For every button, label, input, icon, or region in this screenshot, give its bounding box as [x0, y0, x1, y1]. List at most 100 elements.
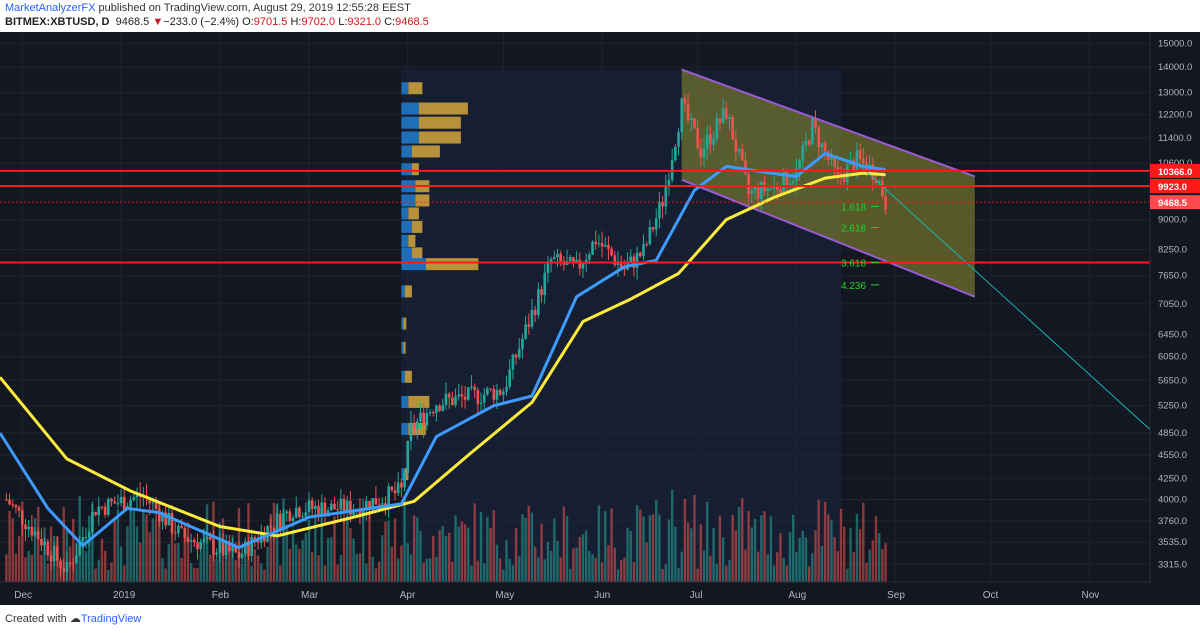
volume-bar [766, 554, 769, 582]
volume-bar [72, 518, 75, 582]
candle-body [320, 502, 324, 517]
volume-bar [103, 550, 107, 582]
volume-bar [527, 506, 531, 582]
volume-bar [677, 568, 680, 582]
candle-body [874, 179, 878, 184]
candle-body [479, 402, 483, 404]
volume-bar [476, 560, 480, 582]
candle-body [330, 503, 333, 511]
volume-profile-down-bar [418, 131, 461, 144]
low-value: 9321.0 [347, 16, 382, 28]
candle-body [371, 498, 375, 511]
volume-bar [795, 552, 798, 582]
candle-body [549, 258, 553, 263]
volume-bar [304, 533, 308, 582]
volume-bar [658, 514, 661, 582]
candle-body [113, 501, 116, 504]
candle-body [314, 505, 317, 510]
candle-body [877, 180, 881, 184]
volume-bar [151, 518, 155, 582]
volume-bar [760, 515, 763, 582]
volume-bar [610, 508, 613, 582]
candle-body [186, 537, 190, 542]
candle-body [91, 511, 94, 533]
candle-body [279, 513, 282, 529]
volume-bar [785, 565, 789, 582]
volume-bar [301, 540, 304, 582]
volume-profile-up-bar [401, 258, 426, 271]
candle-body [416, 421, 419, 430]
author-link[interactable]: MarketAnalyzerFX [5, 2, 96, 14]
price-tick-label: 10600.0 [1158, 158, 1192, 169]
candle-body [403, 472, 406, 488]
price-chart[interactable]: 1.618 2.618 3.618 4.236 15000.0 14000.0 13000.… [0, 32, 1200, 605]
volume-bar [154, 519, 158, 582]
tradingview-brand[interactable]: TradingView [80, 613, 142, 625]
time-tick-label: 2019 [113, 590, 136, 601]
candle-body [572, 257, 575, 262]
last-price-badge-label: 9468.5 [1158, 198, 1188, 209]
candle-body [199, 541, 202, 550]
candle-body [438, 405, 441, 411]
candle-body [81, 537, 85, 542]
candle-body [342, 498, 346, 513]
candle-body [454, 396, 457, 405]
price-tick-label: 9000.0 [1158, 215, 1187, 226]
volume-bar [393, 518, 397, 582]
candle-body [667, 179, 671, 187]
volume-bar [46, 563, 49, 582]
candle-body [221, 540, 225, 555]
volume-profile-down-bar [418, 116, 461, 129]
volume-bar [295, 544, 298, 582]
volume-bar [451, 561, 454, 582]
price-tick-label: 4000.0 [1158, 495, 1187, 506]
candle-body [613, 255, 617, 265]
candle-body [180, 525, 183, 528]
candle-body [11, 504, 15, 506]
candle-body [881, 180, 884, 197]
candle-body [747, 173, 750, 194]
volume-profile-up-bar [401, 234, 409, 247]
candle-body [540, 289, 543, 296]
volume-profile-down-bar [411, 247, 423, 260]
candle-body [530, 309, 534, 327]
chart-area[interactable]: 1.618 2.618 3.618 4.236 15000.0 14000.0 13000.… [0, 32, 1200, 605]
candle-body [648, 227, 652, 245]
publish-info: MarketAnalyzerFX published on TradingVie… [5, 2, 411, 14]
volume-bar [390, 546, 394, 582]
volume-bar [667, 519, 671, 582]
candle-body [785, 171, 789, 187]
volume-bar [288, 549, 292, 582]
volume-bar [202, 528, 206, 582]
volume-bar [145, 514, 148, 582]
candle-body [537, 289, 540, 316]
candle-body [119, 496, 123, 504]
candle-body [154, 502, 158, 509]
volume-bar [170, 513, 174, 582]
candle-body [400, 482, 403, 488]
candle-body [498, 389, 502, 395]
volume-profile-up-bar [401, 285, 405, 298]
candle-body [409, 422, 413, 441]
ema-slow-line [0, 171, 886, 538]
volume-bar [737, 506, 741, 582]
volume-bar [655, 500, 658, 582]
volume-bar [750, 527, 754, 582]
volume-bar [479, 511, 483, 582]
volume-bar [126, 526, 129, 582]
volume-bar [884, 543, 887, 582]
price-tick-label: 14000.0 [1158, 62, 1192, 73]
volume-bar [521, 514, 524, 582]
candle-body [686, 103, 690, 121]
candle-body [110, 498, 113, 502]
volume-bar [792, 514, 795, 582]
volume-bar [483, 563, 486, 582]
volume-bar [244, 553, 247, 582]
volume-bar [833, 537, 836, 582]
time-tick-label: Apr [400, 590, 416, 601]
volume-bar [158, 503, 161, 582]
volume-profile-down-bar [425, 258, 479, 271]
candle-body [116, 503, 120, 505]
candle-body [756, 187, 760, 199]
volume-bar [467, 527, 470, 582]
